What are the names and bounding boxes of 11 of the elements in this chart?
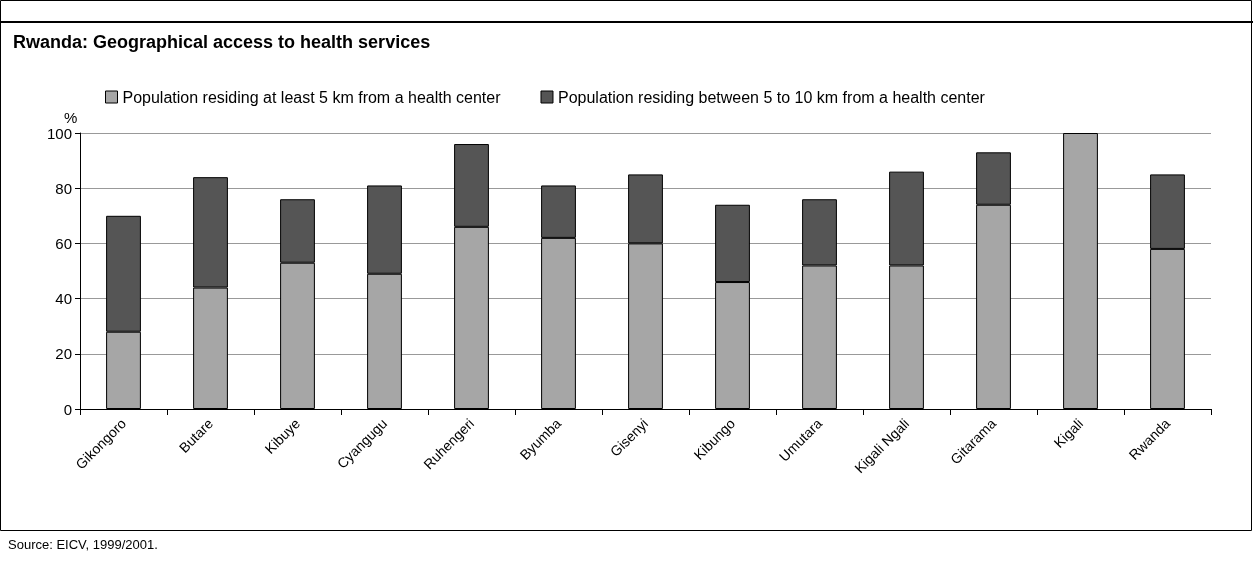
y-tick-label: 40: [55, 290, 72, 308]
y-tick-label: 0: [63, 400, 72, 418]
legend-label: Population residing between 5 to 10 km from a health center: [557, 88, 986, 106]
chart-title: Rwanda: Geographical access to health services: [13, 32, 431, 52]
source-note: Source: EICV, 1999/2001.: [8, 537, 158, 552]
legend-label: Population residing at least 5 km from a health center: [122, 88, 502, 106]
y-axis-title: %: [64, 109, 78, 126]
y-tick-label: 60: [55, 234, 72, 252]
y-tick-label: 100: [46, 124, 72, 142]
y-tick-label: 20: [55, 345, 72, 363]
y-tick-label: 80: [55, 179, 72, 197]
